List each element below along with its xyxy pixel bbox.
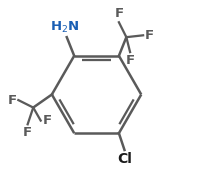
Text: F: F — [23, 126, 32, 139]
Text: F: F — [125, 54, 135, 67]
Text: Cl: Cl — [117, 152, 132, 166]
Text: F: F — [114, 7, 124, 20]
Text: F: F — [43, 114, 52, 127]
Text: F: F — [145, 29, 154, 42]
Text: H$_2$N: H$_2$N — [50, 20, 80, 35]
Text: F: F — [7, 94, 16, 107]
